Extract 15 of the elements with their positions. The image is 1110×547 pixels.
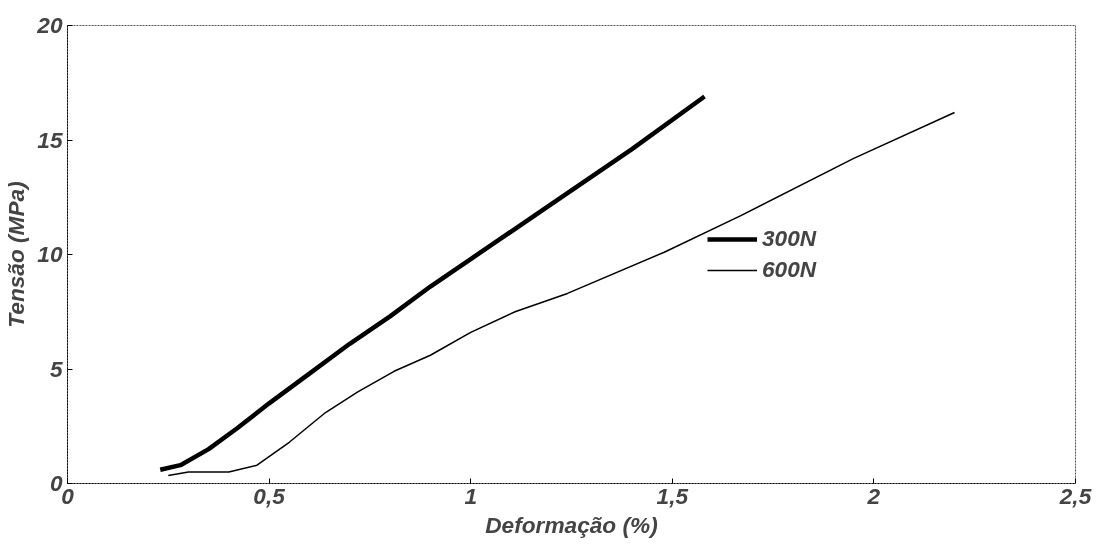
x-tick-label: 1,5	[656, 482, 689, 509]
y-tick-label: 5	[49, 355, 63, 382]
line-series	[167, 111, 956, 477]
legend-label: 300N	[762, 225, 817, 252]
x-tick-label: 2,5	[1058, 482, 1092, 509]
x-tick-label: 1	[464, 482, 478, 509]
x-axis-title: Deformação (%)	[485, 511, 658, 538]
y-axis-title: Tensão (MPa)	[3, 181, 30, 328]
y-tick-label: 10	[37, 241, 63, 267]
legend-label: 600N	[762, 256, 817, 283]
y-tick-label: 20	[36, 12, 63, 38]
line-series	[157, 94, 707, 473]
x-tick-label: 2	[866, 482, 881, 509]
y-tick-label: 15	[37, 126, 63, 153]
x-tick-label: 0,5	[253, 482, 286, 509]
